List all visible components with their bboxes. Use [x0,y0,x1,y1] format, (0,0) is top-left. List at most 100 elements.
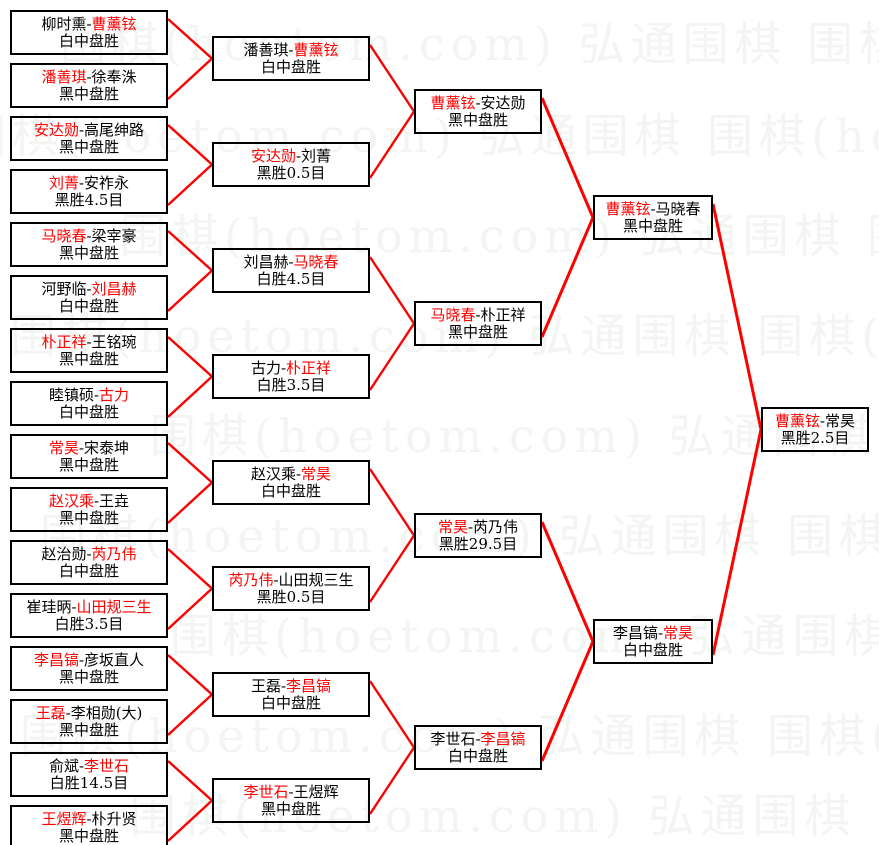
match-box[interactable]: 潘善琪-徐奉洙 黑中盘胜 [10,63,168,108]
match-box[interactable]: 曹薰铉-安达勋 黑中盘胜 [414,89,542,134]
match-box[interactable]: 安达勋-刘菁 黑胜0.5目 [212,142,370,187]
player-separator: - [475,94,481,113]
player-separator: - [467,518,474,537]
match-box[interactable]: 河野临-刘昌赫 白中盘胜 [10,275,168,320]
match-result: 白胜14.5目 [49,773,129,792]
match-players: 崔珪昞-山田规三生 [26,599,151,615]
player-separator: - [86,227,92,246]
match-players: 马晓春-朴正祥 [430,307,525,323]
player-right: 王垚 [99,492,130,511]
match-box[interactable]: 王磊-李相勋(大) 黑中盘胜 [10,699,168,744]
player-left: 李世石 [243,783,289,802]
match-result: 黑胜29.5目 [438,534,518,553]
match-players: 马晓春-梁宰豪 [41,228,136,244]
match-box[interactable]: 李昌镐-常昊 白中盘胜 [593,619,713,664]
match-players: 安达勋-刘菁 [251,148,331,164]
match-result: 黑中盘胜 [447,110,508,129]
match-players: 曹薰铉-马晓春 [605,201,700,217]
player-right: 曹薰铉 [293,41,339,60]
match-players: 赵汉乘-王垚 [49,493,129,509]
player-separator: - [86,280,92,299]
match-box[interactable]: 曹薰铉-常昊 黑胜2.5目 [761,407,869,452]
match-result: 白中盘胜 [58,561,119,580]
match-players: 王煜辉-朴升贤 [41,811,136,827]
match-box[interactable]: 古力-朴正祥 白胜3.5目 [212,354,370,399]
player-left: 马晓春 [41,227,87,246]
player-left: 曹薰铉 [605,200,651,219]
match-result: 白中盘胜 [260,57,321,76]
match-box[interactable]: 李世石-王煜辉 黑中盘胜 [212,778,370,823]
match-box[interactable]: 李世石-李昌镐 白中盘胜 [414,725,542,770]
match-box[interactable]: 芮乃伟-山田规三生 黑胜0.5目 [212,566,370,611]
match-box[interactable]: 朴正祥-王铭琬 黑中盘胜 [10,328,168,373]
match-box[interactable]: 马晓春-梁宰豪 黑中盘胜 [10,222,168,267]
player-right: 山田规三生 [278,571,354,590]
player-separator: - [78,651,85,670]
player-right: 常昊 [301,465,332,484]
match-result: 黑中盘胜 [58,84,119,103]
player-right: 李世石 [84,757,130,776]
match-result: 白中盘胜 [58,296,119,315]
match-box[interactable]: 刘昌赫-马晓春 白胜4.5目 [212,248,370,293]
player-separator: - [650,200,656,219]
player-left: 赵汉乘 [48,492,94,511]
player-right: 安祚永 [84,174,130,193]
match-box[interactable]: 王磊-李昌镐 白中盘胜 [212,672,370,717]
match-box[interactable]: 安达勋-高尾绅路 黑中盘胜 [10,116,168,161]
player-left: 王煜辉 [41,810,87,829]
match-result: 黑中盘胜 [58,137,119,156]
player-separator: - [86,333,92,352]
player-left: 安达勋 [33,121,79,140]
player-right: 山田规三生 [76,598,152,617]
match-players: 潘善琪-曹薰铉 [243,42,338,58]
match-result: 白中盘胜 [260,693,321,712]
match-result: 黑中盘胜 [622,216,683,235]
player-left: 常昊 [48,439,79,458]
player-right: 李昌镐 [286,677,332,696]
match-result: 白中盘胜 [58,402,119,421]
match-box[interactable]: 常昊-宋泰坤 黑中盘胜 [10,434,168,479]
match-box[interactable]: 崔珪昞-山田规三生 白胜3.5目 [10,593,168,638]
match-box[interactable]: 马晓春-朴正祥 黑中盘胜 [414,301,542,346]
match-box[interactable]: 常昊-芮乃伟 黑胜29.5目 [414,513,542,558]
match-box[interactable]: 刘菁-安祚永 黑胜4.5目 [10,169,168,214]
match-box[interactable]: 赵治勋-芮乃伟 白中盘胜 [10,540,168,585]
match-box[interactable]: 睦镇硕-古力 白中盘胜 [10,381,168,426]
match-result: 白胜3.5目 [256,375,326,394]
match-box[interactable]: 曹薰铉-马晓春 黑中盘胜 [593,195,713,240]
match-result: 白中盘胜 [447,746,508,765]
match-players: 安达勋-高尾绅路 [34,122,144,138]
player-separator: - [78,174,85,193]
player-separator: - [93,386,100,405]
match-players: 古力-朴正祥 [251,360,331,376]
player-right: 王煜辉 [293,783,339,802]
match-result: 黑胜0.5目 [256,163,326,182]
match-box[interactable]: 李昌镐-彦坂直人 黑中盘胜 [10,646,168,691]
player-right: 曹薰铉 [91,15,137,34]
match-box[interactable]: 王煜辉-朴升贤 黑中盘胜 [10,805,168,845]
player-left: 朴正祥 [41,333,87,352]
match-result: 黑中盘胜 [58,667,119,686]
player-left: 古力 [250,359,281,378]
match-box[interactable]: 柳时熏-曹薰铉 白中盘胜 [10,10,168,55]
match-box[interactable]: 赵汉乘-王垚 黑中盘胜 [10,487,168,532]
match-players: 赵治勋-芮乃伟 [41,546,136,562]
player-separator: - [86,810,92,829]
match-box[interactable]: 俞斌-李世石 白胜14.5目 [10,752,168,797]
player-left: 潘善琪 [243,41,289,60]
player-separator: - [86,15,92,34]
player-right: 古力 [99,386,130,405]
player-left: 潘善琪 [41,68,87,87]
player-left: 安达勋 [250,147,296,166]
match-players: 李世石-王煜辉 [243,784,338,800]
player-left: 曹薰铉 [774,412,820,431]
player-left: 刘菁 [48,174,79,193]
match-result: 黑中盘胜 [260,799,321,818]
match-players: 朴正祥-王铭琬 [41,334,136,350]
match-box[interactable]: 潘善琪-曹薰铉 白中盘胜 [212,36,370,81]
player-separator: - [93,492,100,511]
match-players: 曹薰铉-常昊 [775,413,855,429]
match-box[interactable]: 赵汉乘-常昊 白中盘胜 [212,460,370,505]
match-players: 李昌镐-常昊 [613,625,693,641]
